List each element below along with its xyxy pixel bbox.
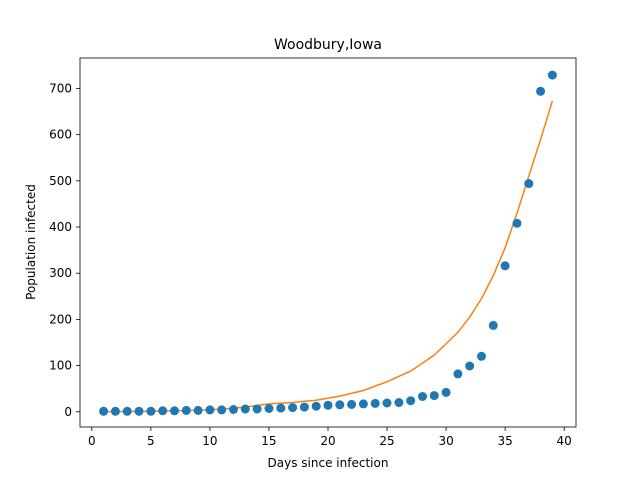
y-tick-label: 700	[49, 81, 72, 95]
data-point	[500, 261, 510, 271]
data-point	[347, 399, 357, 409]
data-point	[382, 398, 392, 408]
y-tick-label: 300	[49, 266, 72, 280]
data-point	[394, 398, 404, 407]
data-point	[358, 399, 368, 409]
data-point	[299, 402, 309, 412]
y-tick-label: 100	[49, 359, 72, 373]
x-tick-label: 40	[557, 434, 572, 448]
data-point	[536, 86, 546, 96]
data-point	[146, 406, 156, 416]
y-tick-label: 400	[49, 220, 72, 234]
data-point	[477, 351, 486, 361]
data-point	[240, 404, 250, 414]
data-point	[205, 405, 215, 415]
data-point	[122, 406, 132, 416]
x-tick-label: 10	[202, 434, 217, 448]
x-tick-label: 15	[261, 434, 276, 448]
data-point	[524, 179, 534, 189]
data-point	[288, 403, 298, 413]
y-tick-label: 0	[64, 405, 72, 419]
y-tick-label: 600	[49, 128, 72, 142]
chart-title: Woodbury,Iowa	[274, 37, 382, 53]
data-point	[418, 392, 427, 401]
data-point	[229, 405, 238, 414]
x-axis-label: Days since infection	[268, 456, 389, 470]
data-point	[429, 391, 439, 401]
data-point	[488, 320, 498, 330]
plot-area	[99, 70, 557, 416]
data-point	[264, 404, 274, 413]
x-tick-label: 0	[88, 434, 96, 448]
data-point	[99, 406, 109, 416]
data-point	[276, 403, 286, 413]
y-axis-label: Population infected	[24, 184, 38, 300]
data-point	[441, 387, 451, 397]
x-tick-label: 35	[498, 434, 513, 448]
data-point	[134, 406, 144, 416]
x-tick-label: 5	[147, 434, 155, 448]
data-point	[193, 405, 203, 415]
data-point	[110, 406, 120, 416]
x-tick-label: 30	[438, 434, 453, 448]
data-point	[453, 369, 463, 379]
data-point	[323, 400, 333, 410]
data-point	[181, 405, 191, 415]
data-point	[335, 400, 345, 410]
data-point	[370, 398, 380, 408]
data-point	[252, 404, 262, 414]
x-tick-label: 25	[379, 434, 394, 448]
data-point	[406, 396, 416, 406]
data-point	[547, 70, 557, 80]
x-tick-label: 20	[320, 434, 335, 448]
data-point	[465, 361, 475, 371]
data-point	[311, 401, 321, 411]
data-point	[217, 405, 227, 415]
data-point	[158, 406, 168, 416]
y-tick-label: 200	[49, 312, 72, 326]
data-point	[512, 218, 522, 228]
data-point	[170, 406, 179, 416]
y-tick-label: 500	[49, 174, 72, 188]
